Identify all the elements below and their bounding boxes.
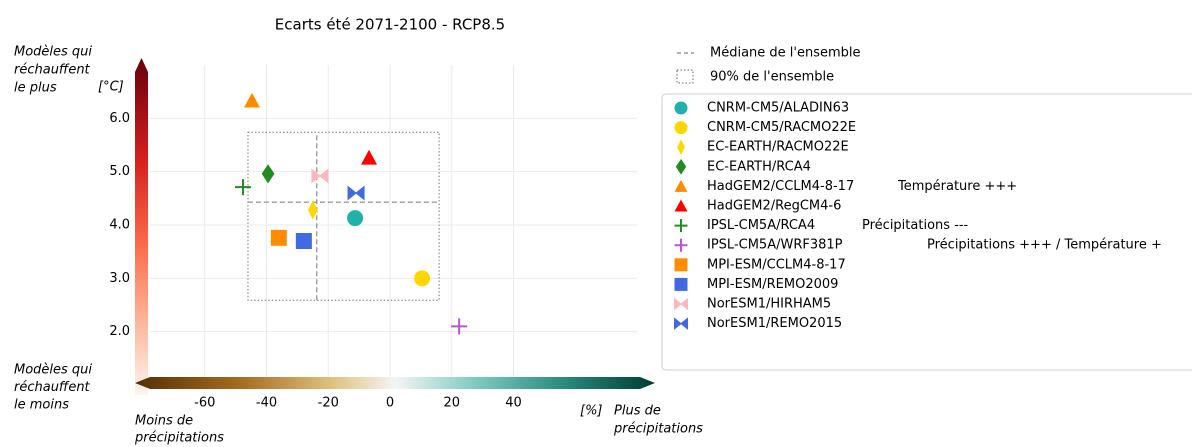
y-tick-label: 4.0 [109,218,130,233]
legend-symbol [674,297,688,311]
legend-label: HadGEM2/CCLM4-8-17 [707,179,854,194]
legend-label: MPI-ESM/CCLM4-8-17 [707,257,846,272]
range-legend-symbol [676,69,694,84]
data-point [235,179,252,196]
y-tick-label: 6.0 [109,111,130,126]
x-tick-label: 0 [386,396,394,411]
precipitation-colorbar [135,377,655,389]
axis-side-label: le plus [14,81,57,96]
legend-label: EC-EARTH/RACMO22E [707,140,849,155]
legend-label: NorESM1/REMO2015 [707,316,842,331]
legend-symbol [674,199,688,212]
legend-label: HadGEM2/RegCM4-6 [707,199,841,214]
data-point [270,229,287,246]
legend-label: NorESM1/HIRHAM5 [707,297,831,312]
legend-label: MPI-ESM/REMO2009 [707,277,838,292]
ensemble-90-box [247,131,440,301]
x-tick-label: -40 [256,396,277,411]
x-tick-label: -60 [194,396,215,411]
data-point [261,164,275,184]
y-tick-label: 2.0 [109,324,130,339]
y-tick-label: 3.0 [109,271,130,286]
axis-side-label: le moins [14,398,69,413]
annotation: Température +++ [897,179,1017,194]
x-tick-label: 40 [505,396,522,411]
temperature-colorbar [135,58,148,395]
legend-label: IPSL-CM5A/RCA4 [707,218,815,233]
legend-symbol [674,101,688,115]
annotation: Précipitations +++ / Température + [927,238,1162,253]
legend-label: CNRM-CM5/ALADIN63 [707,101,849,116]
data-point [243,92,260,108]
data-point [414,270,431,287]
data-point [308,200,318,220]
legend-label: CNRM-CM5/RACMO22E [707,120,856,135]
axis-side-label: réchauffent [14,380,91,395]
data-point [347,210,364,227]
legend-symbol [674,317,688,330]
y-tick-label: 5.0 [109,164,130,179]
legend-label: 90% de l'ensemble [710,70,834,85]
axis-side-label: réchauffent [14,63,91,78]
annotation: Précipitations --- [862,218,969,233]
legend-symbol [674,179,688,192]
x-tick-label: -20 [318,396,339,411]
legend-symbol [674,238,688,252]
data-point [311,168,329,184]
legend-symbol [674,219,688,233]
data-point [451,318,468,335]
axis-side-label: Modèles qui [14,45,92,60]
y-unit: [°C] [98,80,124,95]
legend-symbol [674,121,688,135]
legend-label: IPSL-CM5A/WRF381P [707,238,843,253]
legend-box [661,93,1192,371]
data-point [295,233,312,249]
axis-side-label: Moins de [135,414,193,429]
legend-symbol [677,139,685,155]
axis-side-label: Plus de [614,404,661,419]
data-point [361,149,378,165]
plot-area [150,65,637,385]
legend-symbol [674,277,688,291]
x-unit: [%] [580,404,603,419]
legend-label: Médiane de l'ensemble [710,46,861,61]
legend: Médiane de l'ensemble 90% de l'ensemble … [661,46,1192,371]
data-point [347,185,365,201]
x-tick-label: 20 [443,396,460,411]
chart-title: Ecarts été 2071-2100 - RCP8.5 [275,16,505,34]
legend-symbol [674,258,688,272]
legend-label: EC-EARTH/RCA4 [707,159,811,174]
legend-symbol [675,159,687,175]
axis-side-label: Modèles qui [14,363,92,378]
axis-side-label: précipitations [613,422,703,437]
axis-side-label: précipitations [134,431,224,446]
